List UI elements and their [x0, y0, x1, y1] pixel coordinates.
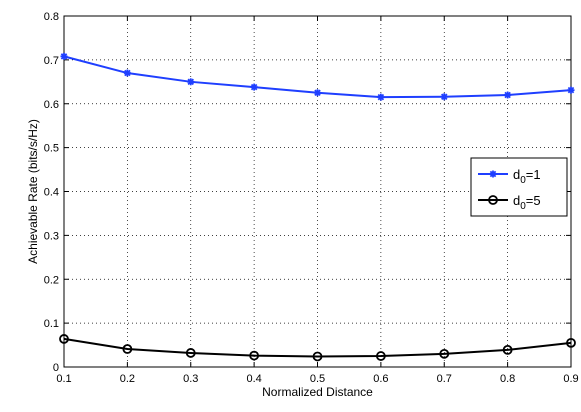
data-point: [489, 170, 497, 178]
series-1: [59, 334, 576, 362]
x-tick-label: 0.2: [120, 373, 135, 385]
legend: d0=1 d0=5: [470, 157, 568, 217]
x-tick-label: 0.8: [500, 373, 515, 385]
data-point: [185, 348, 196, 358]
y-tick-label: 0.2: [44, 274, 59, 286]
y-tick-label: 0.7: [44, 55, 59, 67]
data-point: [504, 91, 512, 99]
series-line: [63, 337, 572, 358]
data-point: [439, 348, 450, 359]
x-tick-label: 0.9: [563, 373, 578, 385]
x-axis-label: Normalized Distance: [262, 385, 373, 399]
data-point: [488, 195, 498, 205]
axis-ticks: 0.1 0.2 0.3 0.4 0.5 0.6 0.7 0.8 0.900.10.20.30.4…: [44, 11, 579, 385]
x-tick-label: 0.3: [183, 373, 198, 385]
y-tick-label: 0.5: [44, 143, 59, 155]
data-point: [249, 350, 260, 361]
data-point: [314, 89, 321, 97]
data-point: [502, 344, 513, 355]
data-point: [566, 337, 576, 348]
legend-entry: d0=5: [478, 193, 541, 212]
x-tick-label: 0.5: [310, 373, 325, 385]
data-point: [123, 69, 131, 77]
x-tick-label: 0.6: [373, 373, 388, 385]
grid-lines: [64, 16, 571, 367]
data-point: [567, 86, 575, 94]
y-tick-label: 0: [53, 362, 59, 374]
legend-entry: d0=1: [478, 167, 541, 186]
legend-label: d0=1: [513, 167, 541, 186]
series-0: [60, 52, 575, 101]
data-point: [59, 334, 69, 344]
data-point: [312, 351, 323, 362]
legend-label: d0=5: [513, 193, 541, 212]
data-point: [187, 78, 195, 86]
data-point: [375, 351, 386, 361]
y-tick-label: 0.3: [44, 230, 59, 242]
data-point: [440, 93, 448, 101]
legend-box: [470, 157, 568, 217]
y-tick-label: 0.8: [44, 11, 59, 23]
data-point: [60, 52, 68, 60]
y-tick-label: 0.4: [44, 187, 59, 199]
x-tick-label: 0.7: [437, 373, 452, 385]
x-tick-label: 0.1: [56, 373, 71, 385]
series-layer: [59, 52, 576, 362]
data-point: [377, 93, 385, 101]
data-point: [250, 83, 258, 91]
y-tick-label: 0.6: [44, 99, 59, 111]
y-axis-label: Achievable Rate (bits/s/Hz): [26, 119, 40, 264]
y-tick-label: 0.1: [44, 318, 59, 330]
x-tick-label: 0.4: [246, 373, 261, 385]
data-point: [122, 344, 133, 354]
